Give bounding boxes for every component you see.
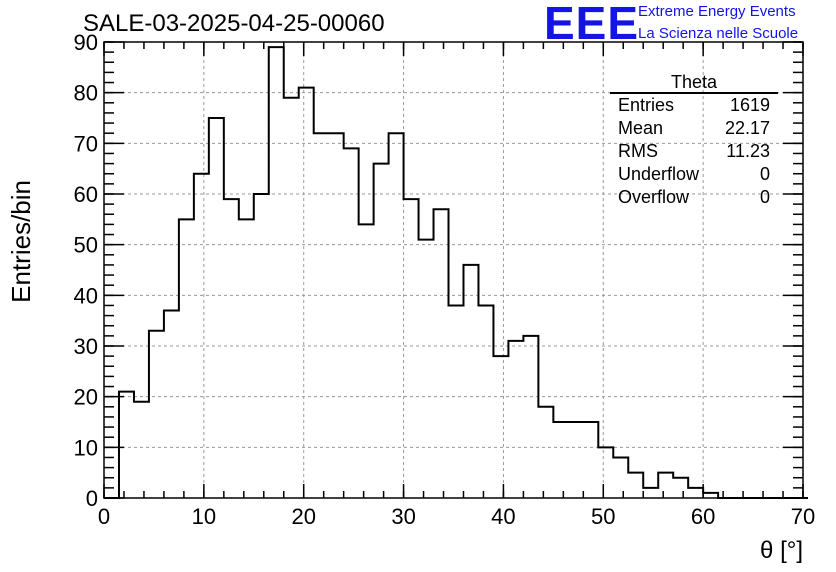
stats-row-overflow: Overflow 0: [610, 186, 778, 209]
stats-label: Overflow: [618, 187, 690, 207]
stats-row-mean: Mean 22.17: [610, 117, 778, 140]
y-tick-label: 90: [74, 30, 98, 55]
y-tick-labels: 0 10 20 30 40 50 60 70 80 90: [74, 30, 98, 511]
chart-title: SALE-03-2025-04-25-00060: [83, 10, 385, 37]
y-tick-label: 20: [74, 385, 98, 410]
histogram-series: [104, 46, 808, 499]
x-tick-label: 10: [192, 504, 216, 529]
stats-label: RMS: [618, 141, 658, 161]
x-tick-labels: 0 10 20 30 40 50 60 70: [98, 504, 815, 529]
stats-label: Entries: [618, 95, 675, 115]
stats-label: Mean: [618, 118, 664, 138]
x-tick-label: 30: [391, 504, 415, 529]
axis-ticks: [103, 41, 804, 499]
grid-lines: [104, 42, 803, 498]
y-tick-label: 0: [86, 486, 98, 511]
y-tick-label: 10: [74, 435, 98, 460]
x-tick-label: 60: [691, 504, 715, 529]
y-axis-label: Entries/bin: [6, 180, 36, 303]
stats-label: Underflow: [618, 164, 700, 184]
stats-value: 0: [759, 164, 770, 184]
stats-value: 22.17: [724, 118, 770, 138]
eee-logo: EEE: [544, 0, 640, 49]
logo-line-1: Extreme Energy Events: [638, 3, 796, 20]
stats-row-rms: RMS 11.23: [610, 140, 778, 163]
y-tick-label: 70: [74, 131, 98, 156]
stats-value: 0: [759, 187, 770, 207]
y-tick-label: 50: [74, 233, 98, 258]
x-tick-label: 50: [591, 504, 615, 529]
x-tick-label: 0: [98, 504, 110, 529]
logo-line-2: La Scienza nelle Scuole: [638, 25, 799, 42]
plot-frame: [103, 41, 804, 499]
y-tick-label: 80: [74, 81, 98, 106]
stats-row-underflow: Underflow 0: [610, 163, 778, 186]
stats-rows: Entries 1619 Mean 22.17 RMS 11.23 Underflow 0 Ov…: [610, 94, 778, 209]
x-tick-label: 70: [791, 504, 815, 529]
x-tick-label: 40: [491, 504, 515, 529]
x-tick-label: 20: [291, 504, 315, 529]
stats-value: 11.23: [726, 141, 770, 161]
y-tick-label: 60: [74, 182, 98, 207]
x-axis-label: θ [°]: [760, 537, 803, 564]
y-tick-label: 30: [74, 334, 98, 359]
y-tick-label: 40: [74, 283, 98, 308]
stats-row-entries: Entries 1619: [610, 94, 778, 117]
stats-value: 1619: [729, 95, 770, 115]
stats-box: Theta Entries 1619 Mean 22.17 RMS 11.23 Underf…: [610, 72, 778, 209]
stats-title: Theta: [610, 72, 778, 94]
